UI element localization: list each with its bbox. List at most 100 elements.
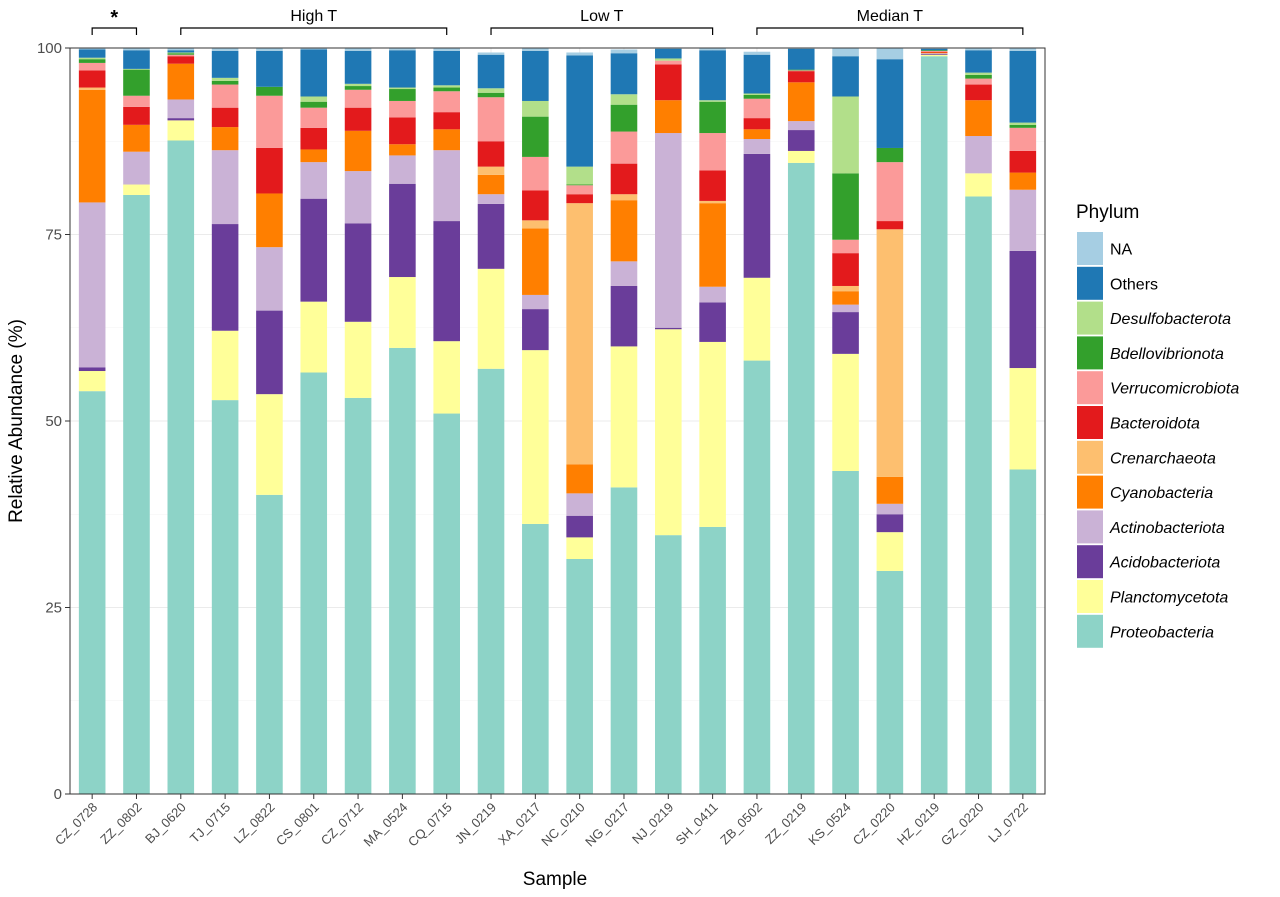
bar-segment-proteobacteria [433,413,460,794]
bar-segment-acidobacteriota [876,514,904,533]
bar-segment-na [123,48,150,51]
bar-segment-bdellovibrionota [787,69,815,71]
bar-segment-cyanobacteria [743,129,771,140]
bar-segment-proteobacteria [743,360,771,794]
bar-segment-bdellovibrionota [610,104,638,132]
x-tick-label: XA_0217 [495,800,543,848]
bar-segment-planctomycetota [256,394,283,495]
bar-segment-bdellovibrionota [211,80,239,85]
bar-segment-na [389,48,416,51]
legend-swatch [1077,371,1103,405]
bar-segment-acidobacteriota [610,285,638,347]
bar-segment-na [256,48,283,51]
bar-segment-verrucomicrobiota [965,78,992,85]
bar-segment-planctomycetota [123,184,150,195]
bar-segment-verrucomicrobiota [167,54,195,57]
bar-segment-bacteroidota [743,118,771,130]
bar-segment-acidobacteriota [167,118,195,121]
bar-segment-acidobacteriota [344,223,372,322]
bar-segment-verrucomicrobiota [344,89,372,108]
legend-label: NA [1110,242,1133,259]
bar-segment-cyanobacteria [787,82,815,122]
bar-segment-verrucomicrobiota [1009,127,1037,151]
bar-segment-planctomycetota [211,330,239,401]
bar-segment-proteobacteria [522,523,549,794]
bar-segment-na [743,51,771,55]
bar-segment-na [167,48,195,51]
bar-segment-bdellovibrionota [389,89,416,101]
bar-segment-desulfobacterota [389,87,416,90]
bar-segment-crenarchaeota [477,166,505,175]
bar-segment-acidobacteriota [256,310,283,395]
bar-segment-proteobacteria [787,162,815,794]
x-tick-label: KS_0524 [805,800,853,848]
bar-segment-cyanobacteria [655,100,682,134]
bar-segment-bdellovibrionota [965,74,992,79]
bar-segment-desulfobacterota [123,68,150,70]
bar-segment-proteobacteria [344,397,372,794]
bar-segment-planctomycetota [566,537,593,560]
bar-segment-bacteroidota [566,194,593,204]
bar-segment-bacteroidota [123,106,150,125]
bar-segment-proteobacteria [610,487,638,794]
y-tick-label: 25 [45,600,62,617]
bar-segment-planctomycetota [433,341,460,414]
bar-segment-desulfobacterota [522,100,549,117]
bar-segment-proteobacteria [832,470,859,794]
bar-segment-bdellovibrionota [743,94,771,99]
bar-segment-proteobacteria [965,196,992,795]
bar-stack [566,52,593,794]
bar-segment-proteobacteria [389,347,416,794]
y-tick-label: 0 [54,786,62,803]
bar-segment-bacteroidota [832,253,859,286]
y-axis-title: Relative Abundance (%) [6,319,27,523]
bar-segment-proteobacteria [1009,469,1037,794]
bar-segment-planctomycetota [300,301,328,373]
x-tick-label: LJ_0722 [985,800,1031,846]
bar-segment-planctomycetota [610,346,638,488]
bar-segment-cyanobacteria [1009,172,1037,190]
bar-segment-others [344,50,372,84]
bar-segment-proteobacteria [655,535,682,794]
bar-segment-verrucomicrobiota [655,60,682,65]
bar-segment-cyanobacteria [433,129,460,151]
bar-segment-crenarchaeota [876,229,904,477]
bar-segment-bdellovibrionota [300,101,328,108]
bar-segment-proteobacteria [78,391,106,794]
bar-segment-bacteroidota [610,163,638,195]
legend-swatch [1077,510,1103,544]
bar-segment-planctomycetota [167,120,195,141]
bar-segment-actinobacteriota [876,503,904,515]
bar-segment-cyanobacteria [256,193,283,248]
bar-segment-planctomycetota [965,173,992,197]
bar-segment-cyanobacteria [344,130,372,172]
bar-segment-planctomycetota [787,150,815,163]
bar-segment-actinobacteriota [344,171,372,224]
bar-segment-planctomycetota [389,277,416,348]
x-tick-label: MA_0524 [361,800,411,850]
bar-segment-proteobacteria [123,194,150,794]
bar-segment-bacteroidota [344,107,372,131]
bar-segment-desulfobacterota [1009,122,1037,125]
bar-segment-bdellovibrionota [920,50,948,51]
bar-segment-others [743,54,771,94]
bar-segment-bacteroidota [1009,150,1037,173]
legend-item: Bacteroidota [1077,406,1200,439]
bar-segment-bdellovibrionota [433,87,460,92]
bar-segment-actinobacteriota [610,261,638,286]
bar-segment-bacteroidota [965,84,992,101]
bar-segment-bdellovibrionota [566,184,593,186]
bar-segment-cyanobacteria [920,52,948,54]
bar-segment-verrucomicrobiota [610,131,638,164]
bar-segment-actinobacteriota [743,139,771,154]
bar-segment-others [610,53,638,95]
x-tick-label: ZZ_0802 [97,800,144,847]
bar-segment-actinobacteriota [167,99,195,119]
bar-segment-others [389,50,416,88]
bar-stack [123,48,150,794]
bar-segment-cyanobacteria [477,174,505,195]
x-tick-label: HZ_0219 [894,800,942,848]
bar-segment-desulfobacterota [78,57,106,60]
bar-stack [920,48,948,795]
bar-segment-na [1009,48,1037,51]
